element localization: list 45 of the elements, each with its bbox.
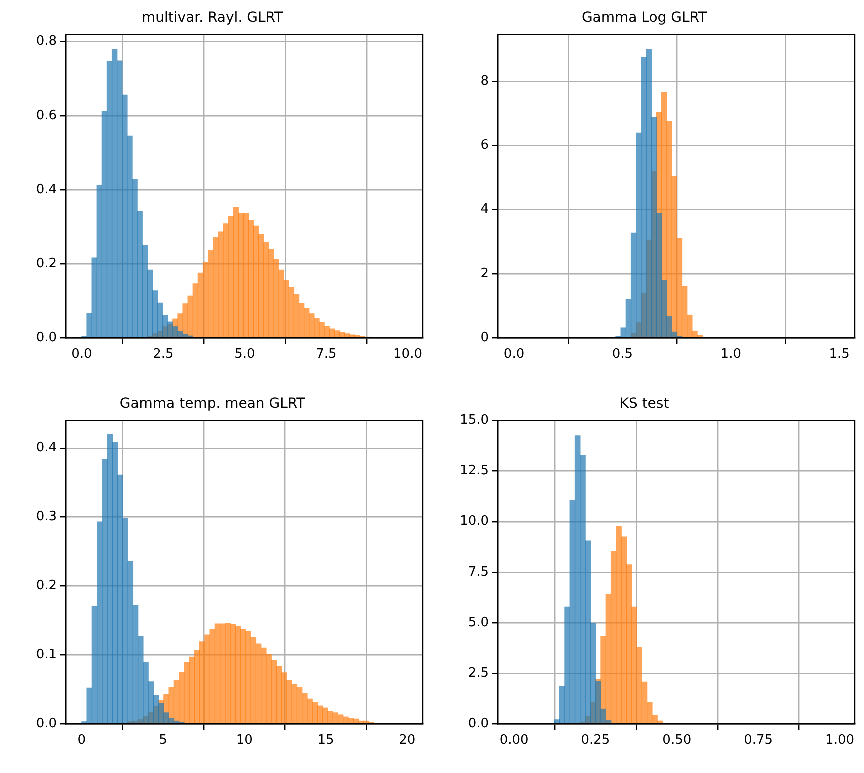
x-tick-label: 0.50 bbox=[662, 733, 692, 748]
x-tick-label: 0 bbox=[78, 733, 86, 748]
x-tick-label: 1.00 bbox=[826, 733, 854, 748]
x-tick-label: 0.0 bbox=[72, 347, 92, 362]
chart-title: multivar. Rayl. GLRT bbox=[142, 10, 284, 26]
y-tick-label: 4 bbox=[480, 202, 489, 218]
y-tick-label: 0 bbox=[480, 330, 489, 346]
y-tick-label: 10.0 bbox=[460, 514, 489, 530]
y-tick-label: 15.0 bbox=[460, 413, 489, 428]
y-tick-label: 0.0 bbox=[468, 716, 489, 732]
chart-title: Gamma temp. mean GLRT bbox=[120, 396, 306, 412]
x-tick-label: 5.0 bbox=[234, 347, 256, 362]
chart-title: KS test bbox=[620, 396, 670, 412]
y-tick-label: 12.5 bbox=[460, 464, 489, 479]
y-tick-label: 8 bbox=[480, 74, 489, 89]
y-tick-label: 0.2 bbox=[36, 578, 57, 594]
y-tick-label: 0.1 bbox=[36, 647, 57, 662]
x-tick-label: 15 bbox=[318, 733, 334, 748]
y-tick-label: 5.0 bbox=[468, 615, 489, 630]
y-tick-label: 0.4 bbox=[36, 182, 57, 198]
x-tick-label: 0.0 bbox=[504, 347, 525, 362]
y-tick-label: 0.0 bbox=[36, 716, 57, 732]
x-tick-label: 0.75 bbox=[744, 733, 774, 748]
y-tick-label: 0.6 bbox=[36, 108, 57, 124]
y-tick-label: 0.0 bbox=[36, 330, 57, 346]
y-tick-label: 2 bbox=[480, 266, 489, 282]
x-tick-label: 1.0 bbox=[720, 347, 742, 362]
y-tick-label: 6 bbox=[480, 138, 489, 154]
chart-title: Gamma Log GLRT bbox=[582, 10, 708, 26]
y-tick-label: 2.5 bbox=[468, 666, 489, 681]
x-tick-label: 5 bbox=[159, 733, 168, 748]
x-tick-label: 10.0 bbox=[394, 347, 422, 362]
y-tick-label: 0.2 bbox=[36, 256, 57, 272]
x-tick-label: 0.00 bbox=[500, 733, 529, 748]
x-tick-label: 10 bbox=[236, 733, 253, 748]
x-tick-label: 20 bbox=[399, 733, 416, 748]
x-tick-label: 1.5 bbox=[829, 347, 850, 362]
x-tick-label: 0.5 bbox=[612, 347, 634, 362]
y-tick-label: 0.4 bbox=[36, 440, 57, 456]
y-tick-label: 0.3 bbox=[36, 510, 57, 525]
y-tick-label: 7.5 bbox=[468, 564, 489, 580]
y-tick-label: 0.8 bbox=[36, 34, 57, 50]
x-tick-label: 0.25 bbox=[581, 733, 610, 748]
x-tick-label: 2.5 bbox=[153, 347, 174, 362]
x-tick-label: 7.5 bbox=[316, 347, 337, 362]
